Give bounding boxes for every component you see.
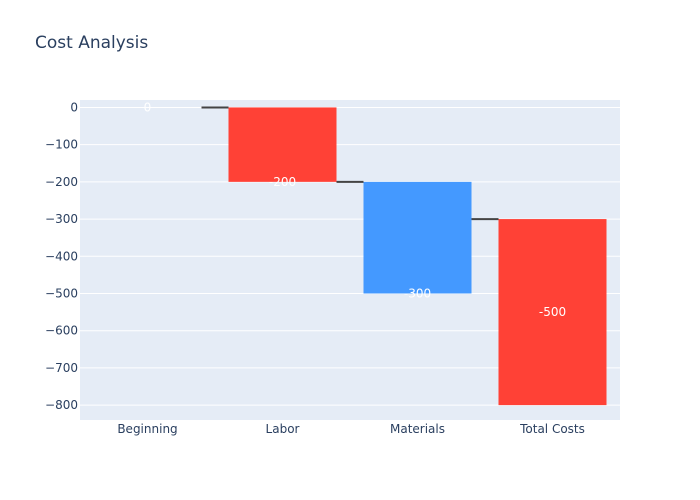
x-tick-label: Labor bbox=[266, 422, 300, 436]
data-label: -200 bbox=[269, 175, 296, 189]
bar-materials bbox=[363, 181, 472, 294]
data-label: -300 bbox=[404, 286, 431, 300]
bar-total-costs bbox=[498, 219, 607, 406]
x-axis-ticks: Beginning Labor Materials Total Costs bbox=[117, 422, 585, 436]
data-label: -500 bbox=[539, 305, 566, 319]
x-tick-label: Beginning bbox=[117, 422, 177, 436]
y-tick-label: −100 bbox=[45, 138, 78, 152]
x-tick-label: Total Costs bbox=[519, 422, 585, 436]
y-tick-label: −600 bbox=[45, 324, 78, 338]
bars bbox=[228, 107, 607, 406]
y-tick-label: −700 bbox=[45, 361, 78, 375]
y-tick-label: −400 bbox=[45, 249, 78, 263]
y-tick-label: −500 bbox=[45, 286, 78, 300]
data-labels: 0 -200 -300 -500 bbox=[144, 100, 566, 319]
chart-title: Cost Analysis bbox=[35, 33, 149, 53]
y-tick-label: −300 bbox=[45, 212, 78, 226]
y-tick-label: 0 bbox=[70, 100, 78, 114]
y-tick-label: −200 bbox=[45, 175, 78, 189]
bar-labor bbox=[228, 107, 337, 182]
x-tick-label: Materials bbox=[390, 422, 445, 436]
data-label: 0 bbox=[144, 100, 152, 114]
connectors bbox=[201, 106, 499, 221]
y-axis-ticks: 0 −100 −200 −300 −400 −500 −600 −700 −800 bbox=[45, 100, 78, 412]
y-tick-label: −800 bbox=[45, 398, 78, 412]
